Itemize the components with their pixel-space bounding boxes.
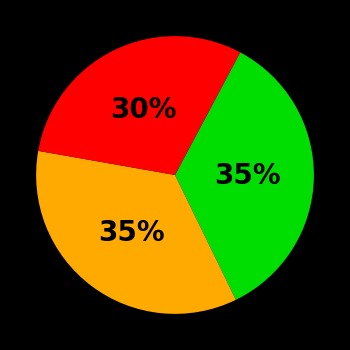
Text: 35%: 35% <box>214 162 280 190</box>
Wedge shape <box>36 151 236 314</box>
Text: 30%: 30% <box>110 96 177 124</box>
Text: 35%: 35% <box>98 219 165 247</box>
Wedge shape <box>175 52 314 300</box>
Wedge shape <box>38 36 240 175</box>
